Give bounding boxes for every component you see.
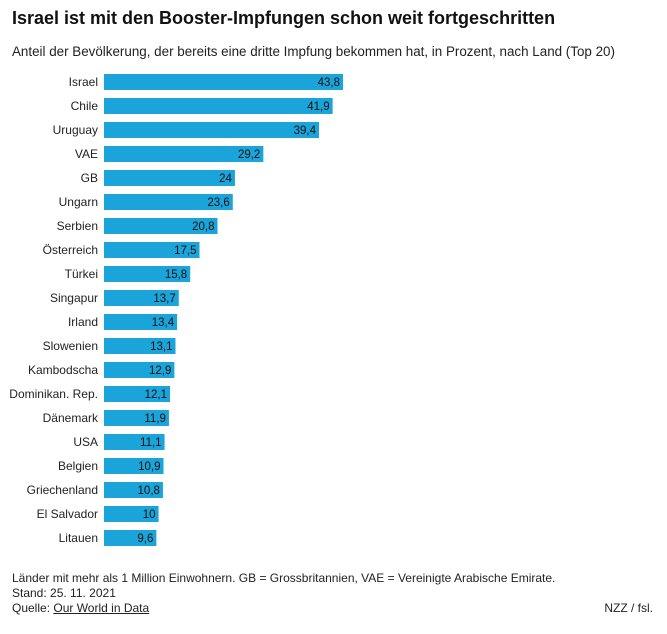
value-label: 29,2 — [238, 149, 260, 161]
category-label: Singapur — [50, 291, 98, 305]
value-label: 9,6 — [137, 533, 153, 545]
bar — [104, 146, 264, 162]
value-label: 15,8 — [165, 269, 187, 281]
value-label: 43,8 — [318, 77, 340, 89]
value-label: 39,4 — [294, 125, 317, 137]
value-label: 10,9 — [138, 461, 160, 473]
bar — [104, 194, 233, 210]
bar — [104, 458, 164, 474]
category-label: Irland — [68, 315, 98, 329]
category-label: VAE — [75, 147, 98, 161]
bar — [104, 74, 343, 90]
value-label: 10,8 — [138, 485, 160, 497]
value-label: 24 — [219, 173, 232, 185]
category-label: Uruguay — [53, 123, 98, 137]
bar — [104, 266, 191, 282]
footnote: Länder mit mehr als 1 Million Einwohnern… — [12, 571, 556, 585]
bar — [104, 98, 333, 114]
bar-chart: Israel 43,8 Chile 41,9 Uruguay 39,4 VAE 29,2 GB 2… — [9, 74, 343, 546]
bar — [104, 170, 235, 186]
category-label: Serbien — [57, 219, 98, 233]
source-line: Quelle: Our World in Data — [12, 601, 149, 615]
bar — [104, 338, 176, 354]
bar — [104, 506, 159, 522]
category-label: USA — [73, 435, 98, 449]
category-label: Kambodscha — [28, 363, 98, 377]
bar — [104, 362, 175, 378]
bar — [104, 530, 157, 546]
value-label: 13,1 — [150, 341, 172, 353]
bar — [104, 434, 165, 450]
date-stamp: Stand: 25. 11. 2021 — [12, 586, 116, 600]
chart-title: Israel ist mit den Booster-Impfungen sch… — [12, 8, 556, 28]
category-label: Slowenien — [43, 339, 98, 353]
category-label: Chile — [71, 99, 99, 113]
bar — [104, 290, 179, 306]
value-label: 12,9 — [149, 365, 171, 377]
source-prefix: Quelle: — [12, 601, 54, 615]
value-label: 11,1 — [140, 437, 162, 449]
chart-subtitle: Anteil der Bevölkerung, der bereits eine… — [12, 44, 615, 59]
value-label: 23,6 — [207, 197, 229, 209]
category-label: El Salvador — [37, 507, 98, 521]
category-label: Ungarn — [59, 195, 98, 209]
source-link[interactable]: Our World in Data — [53, 601, 150, 615]
bar — [104, 242, 200, 258]
value-label: 11,9 — [144, 413, 166, 425]
bar — [104, 122, 319, 138]
bar — [104, 218, 218, 234]
value-label: 20,8 — [192, 221, 214, 233]
category-label: Österreich — [43, 243, 98, 257]
bar — [104, 482, 163, 498]
value-label: 12,1 — [145, 389, 167, 401]
category-label: GB — [81, 171, 98, 185]
category-label: Dominikan. Rep. — [9, 387, 98, 401]
category-label: Dänemark — [43, 411, 99, 425]
value-label: 17,5 — [174, 245, 196, 257]
category-label: Belgien — [58, 459, 98, 473]
category-label: Israel — [69, 75, 98, 89]
category-label: Griechenland — [27, 483, 98, 497]
category-label: Litauen — [59, 531, 98, 545]
value-label: 41,9 — [307, 101, 329, 113]
category-label: Türkei — [65, 267, 98, 281]
bar — [104, 386, 171, 402]
bar — [104, 410, 169, 426]
value-label: 13,7 — [153, 293, 175, 305]
value-label: 13,4 — [152, 317, 175, 329]
bar — [104, 314, 178, 330]
value-label: 10 — [143, 509, 156, 521]
credit: NZZ / fsl. — [604, 601, 653, 615]
